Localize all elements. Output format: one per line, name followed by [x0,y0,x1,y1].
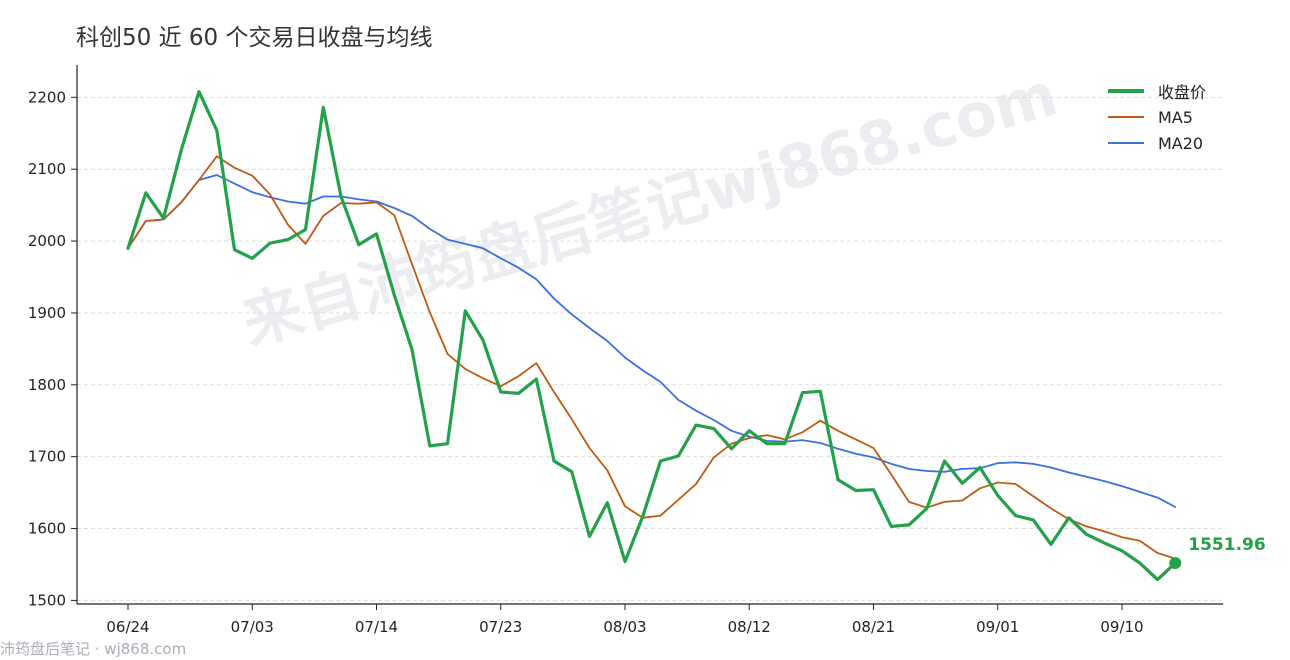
close-price-line [126,89,1177,582]
x-tick-label: 08/21 [852,618,895,636]
x-tick-label: 08/03 [603,618,646,636]
y-tick-label: 2100 [28,160,66,178]
legend-label-close: 收盘价 [1158,83,1207,102]
legend-swatch-close [1108,89,1144,93]
x-tick-label: 08/12 [728,618,771,636]
legend-item-ma5: MA5 [1108,104,1206,130]
y-tick-label: 2000 [28,232,66,250]
axes [76,65,1223,605]
legend-item-ma20: MA20 [1108,130,1206,156]
last-value-dot [1169,557,1182,570]
x-tick-label: 07/14 [355,618,398,636]
y-tick-label: 2200 [28,88,66,106]
x-axis-ticks: 06/24 07/03 07/14 07/23 08/03 08/12 08/21 09/01… [106,604,1144,636]
y-tick-label: 1600 [28,520,66,538]
y-tick-label: 1500 [28,591,66,609]
x-tick-label: 06/24 [106,618,149,636]
legend: 收盘价 MA5 MA20 [1108,78,1206,156]
footer-credit: 沛筠盘后笔记 · wj868.com [0,640,187,658]
x-tick-label: 09/10 [1100,618,1143,636]
y-tick-label: 1700 [28,448,66,466]
legend-label-ma5: MA5 [1158,107,1193,127]
y-tick-label: 1800 [28,376,66,394]
last-value-label: 1551.96 [1188,535,1265,555]
last-value-marker: 1551.96 [1169,535,1266,570]
x-tick-label: 07/03 [231,618,274,636]
legend-label-ma20: MA20 [1158,133,1204,153]
grid-lines [77,96,1223,601]
ma20-line [127,174,1177,508]
y-axis-ticks: 1500 1600 1700 1800 1900 2000 2100 2200 [28,88,77,609]
legend-swatch-ma5 [1108,116,1144,118]
legend-item-close: 收盘价 [1108,78,1206,104]
ma5-line [127,155,1177,560]
series-lines [126,89,1177,582]
x-tick-label: 09/01 [976,618,1019,636]
y-tick-label: 1900 [28,304,66,322]
chart-title: 科创50 近 60 个交易日收盘与均线 [76,25,433,51]
watermark-text: 来自沛筠盘后笔记wj868.com [235,60,1065,360]
legend-swatch-ma20 [1108,142,1144,144]
x-tick-label: 07/23 [479,618,522,636]
